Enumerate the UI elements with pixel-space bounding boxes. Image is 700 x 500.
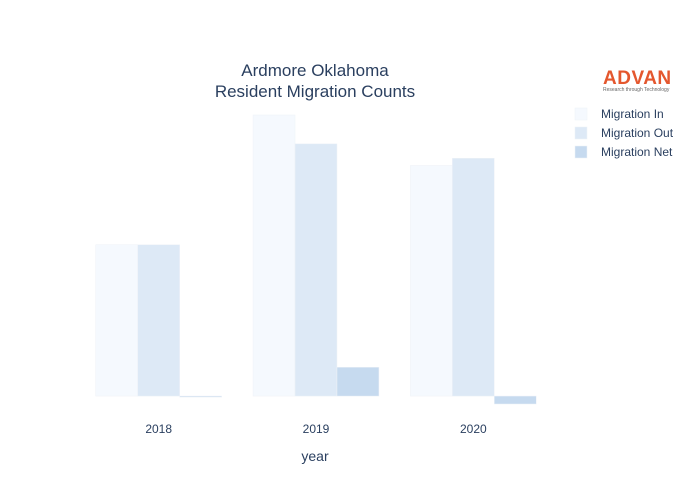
bar-migration-net-2020 — [494, 395, 537, 405]
bar-migration-net-2018 — [179, 395, 222, 398]
bar-migration-out-2018 — [137, 244, 180, 397]
bar-migration-net-2019 — [336, 366, 380, 397]
bars-group — [95, 114, 537, 405]
x-tick-labels: 2018 2019 2020 — [145, 422, 487, 436]
bar-migration-in-2019 — [252, 114, 296, 397]
x-axis-title: year — [301, 448, 329, 464]
legend-label[interactable]: Migration Out — [601, 126, 674, 140]
legend-swatch[interactable] — [574, 107, 588, 121]
x-tick-label: 2020 — [460, 422, 487, 436]
bar-migration-out-2019 — [294, 143, 338, 397]
legend: Migration In Migration Out Migration Net — [574, 107, 674, 159]
x-tick-label: 2018 — [145, 422, 172, 436]
logo-wordmark: ADVAN — [603, 68, 672, 89]
bar-migration-in-2018 — [95, 244, 138, 397]
bar-migration-in-2020 — [410, 165, 453, 397]
legend-label[interactable]: Migration Net — [601, 145, 673, 159]
chart-title: Ardmore Oklahoma — [241, 61, 389, 80]
legend-label[interactable]: Migration In — [601, 107, 664, 121]
legend-swatch[interactable] — [574, 145, 588, 159]
legend-swatch[interactable] — [574, 126, 588, 140]
bar-migration-out-2020 — [452, 157, 495, 397]
logo-tagline: Research through Technology — [603, 87, 670, 93]
chart-subtitle: Resident Migration Counts — [215, 82, 415, 101]
x-tick-label: 2019 — [303, 422, 330, 436]
advan-logo: ADVAN Research through Technology — [603, 68, 672, 93]
